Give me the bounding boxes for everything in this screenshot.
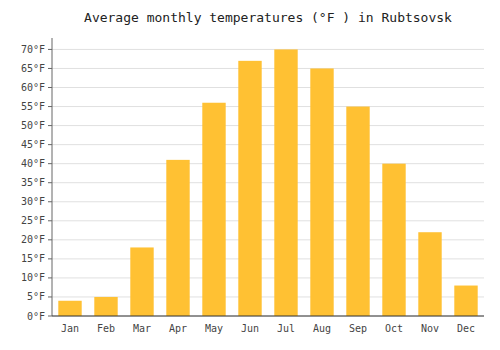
grid: [52, 49, 484, 316]
chart: Average monthly temperatures (°F ) in Ru…: [0, 0, 500, 350]
grid-line: [52, 49, 484, 50]
tick-label: 55°F: [21, 101, 45, 112]
tick-mark: [48, 201, 52, 202]
bar: [310, 68, 333, 316]
category-label: Apr: [169, 323, 187, 334]
grid-line: [52, 144, 484, 145]
category-label: Jan: [61, 323, 79, 334]
tick-mark: [48, 316, 52, 317]
tick-label: 60°F: [21, 82, 45, 93]
bars: [58, 49, 477, 316]
tick-mark: [48, 277, 52, 278]
tick-mark: [48, 258, 52, 259]
tick-mark: [48, 182, 52, 183]
bar: [346, 107, 369, 316]
tick-label: 25°F: [21, 215, 45, 226]
tick-mark: [48, 49, 52, 50]
tick-label: 35°F: [21, 177, 45, 188]
tick-label: 40°F: [21, 158, 45, 169]
category-label: Feb: [97, 323, 115, 334]
tick-mark: [48, 125, 52, 126]
tick-mark: [48, 106, 52, 107]
grid-line: [52, 201, 484, 202]
bar: [274, 49, 297, 316]
tick-label: 20°F: [21, 234, 45, 245]
x-axis-line: [52, 316, 484, 317]
category-label: Nov: [421, 323, 439, 334]
category-label: Jul: [277, 323, 295, 334]
bar: [418, 232, 441, 316]
category-label: Oct: [385, 323, 403, 334]
tick-label: 15°F: [21, 253, 45, 264]
grid-line: [52, 316, 484, 317]
bar: [94, 297, 117, 316]
grid-line: [52, 87, 484, 88]
tick-label: 50°F: [21, 120, 45, 131]
tick-label: 70°F: [21, 44, 45, 55]
category-label: Sep: [349, 323, 367, 334]
tick-label: 65°F: [21, 63, 45, 74]
tick-mark: [48, 163, 52, 164]
bar: [202, 103, 225, 316]
bar: [238, 61, 261, 316]
title: Average monthly temperatures (°F ) in Ru…: [84, 10, 452, 25]
bar: [166, 160, 189, 316]
category-label: Dec: [457, 323, 475, 334]
grid-line: [52, 68, 484, 69]
bar: [130, 247, 153, 316]
tick-mark: [48, 68, 52, 69]
tick-mark: [48, 296, 52, 297]
category-label: Jun: [241, 323, 259, 334]
bar: [454, 286, 477, 316]
bar: [58, 301, 81, 316]
y-axis-line: [52, 38, 53, 316]
grid-line: [52, 106, 484, 107]
category-label: Mar: [133, 323, 151, 334]
tick-label: 10°F: [21, 272, 45, 283]
tick-label: 30°F: [21, 196, 45, 207]
tick-mark: [48, 144, 52, 145]
tick-label: 0°F: [27, 311, 45, 322]
tick-label: 45°F: [21, 139, 45, 150]
category-label: May: [205, 323, 223, 334]
grid-line: [52, 125, 484, 126]
grid-line: [52, 220, 484, 221]
tick-mark: [48, 220, 52, 221]
category-label: Aug: [313, 323, 331, 334]
grid-line: [52, 182, 484, 183]
tick-label: 5°F: [27, 291, 45, 302]
grid-line: [52, 163, 484, 164]
tick-mark: [48, 239, 52, 240]
tick-mark: [48, 87, 52, 88]
bar: [382, 164, 405, 316]
